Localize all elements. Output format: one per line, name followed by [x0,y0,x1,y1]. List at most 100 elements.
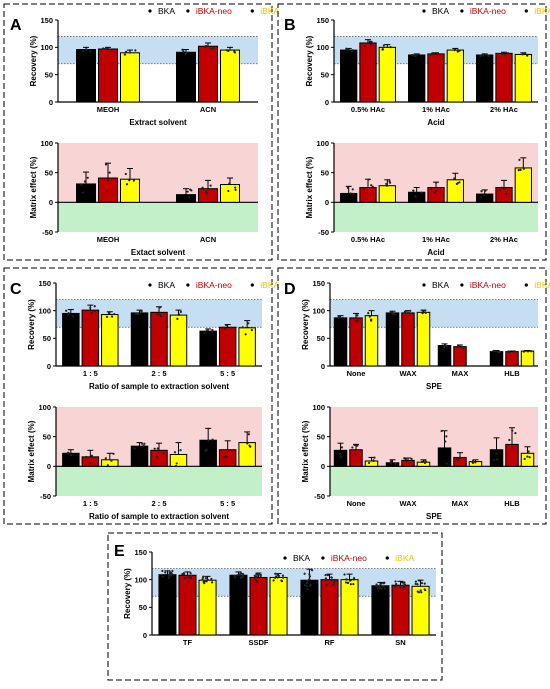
legend-label-ibka-neo: iBKA-neo [470,280,506,290]
data-point [186,190,189,193]
bar-ibka-neo [218,449,237,467]
data-point [356,444,359,447]
bar-ibka [340,579,359,636]
data-point [417,591,421,594]
data-point [113,312,116,316]
data-point [222,326,225,329]
data-point [390,459,393,463]
data-point [104,457,107,460]
x-tick-label: MAX [452,499,469,508]
x-tick-label: WAX [399,499,416,508]
data-point [305,581,309,585]
data-point [356,314,359,317]
data-point [233,50,236,53]
data-point [90,311,93,314]
bar-bka [476,54,494,103]
data-point [497,351,500,354]
bar-ibka [120,178,140,203]
y-tick-label: -50 [42,228,53,237]
bar-bka [489,351,504,367]
data-point [255,579,258,582]
data-point [356,319,359,322]
data-point [506,52,510,55]
data-point [303,572,306,575]
data-point [496,458,499,461]
data-point [241,572,244,576]
data-point [202,581,206,584]
data-point [347,48,350,51]
data-point [186,574,189,577]
data-point [106,178,110,181]
data-point [211,438,214,441]
bar-ibka [220,184,240,203]
data-point [350,578,353,582]
bar-ibka [411,585,430,636]
legend-label-bka: BKA [432,280,449,290]
x-tick-label: MEOH [97,105,120,114]
data-point [376,584,379,588]
data-point [110,48,113,51]
data-point [403,584,406,587]
data-point [107,311,111,314]
data-point [248,444,251,447]
y-tick-label: 0 [47,362,51,371]
data-point [390,311,393,314]
data-point [346,186,349,190]
y-tick-label: 150 [312,279,325,288]
bar-ibka [520,452,535,467]
data-point [519,168,522,171]
data-point [153,447,156,450]
bar-ibka [220,49,240,103]
bar-bka [437,345,452,367]
data-point [352,192,355,196]
y-axis-label: Matrix effect (%) [301,420,310,482]
data-point [424,459,427,462]
data-point [255,575,258,578]
legend-label-ibka: iBKA [534,280,550,290]
data-point [370,319,373,322]
bar-ibka [514,53,532,103]
data-point [492,458,496,462]
data-point [205,190,208,193]
data-point [339,455,343,459]
data-point [457,345,460,348]
data-point [389,46,392,49]
data-point [502,187,506,190]
bar-ibka [101,459,119,467]
bar-ibka-neo [150,311,168,367]
data-point [86,176,89,179]
bar-ibka [269,576,288,636]
legend: BKA iBKA-neo iBKA [148,280,280,290]
legend: BKA iBKA-neo iBKA [422,280,550,290]
x-tick-label: 2% HAc [490,235,518,244]
data-point [167,574,171,577]
data-point [444,440,447,443]
data-point [308,573,311,576]
data-point [423,582,426,585]
data-point [330,578,333,582]
data-point [177,313,180,316]
data-point [456,49,459,52]
data-point [345,578,348,581]
data-point [410,457,413,460]
legend: BKA iBKA-neo iBKA [148,6,280,16]
data-point [345,47,348,50]
panel-letter: C [10,281,22,298]
panel-letter: B [284,17,296,34]
data-point [482,194,485,197]
legend-marker [250,283,254,287]
data-point [430,188,433,191]
legend-marker [422,9,426,13]
data-point [443,345,446,348]
data-point [474,461,477,464]
data-point [456,182,459,185]
data-point [333,581,336,584]
y-tick-label: 100 [38,403,51,412]
data-point [480,196,483,199]
y-axis-label: Recovery (%) [123,568,132,619]
data-point [351,188,354,191]
data-point [176,317,179,320]
